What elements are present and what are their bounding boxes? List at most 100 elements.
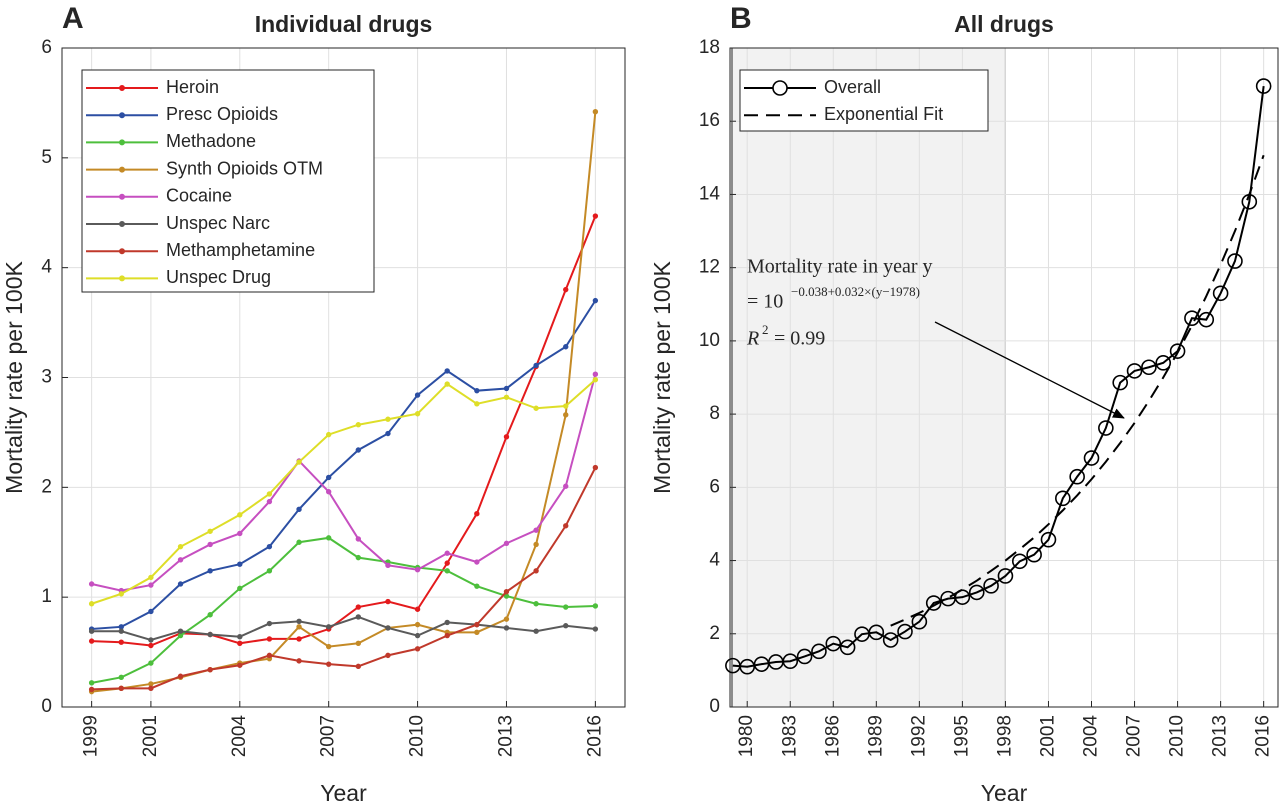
- data-point: [1112, 374, 1128, 391]
- data-point: [1126, 363, 1143, 379]
- data-point: [148, 637, 154, 643]
- x-tick-label: 1986: [822, 715, 843, 757]
- x-tick-label: 1980: [736, 715, 757, 757]
- x-axis-label: Year: [981, 780, 1028, 806]
- data-point: [592, 376, 599, 383]
- x-tick-label: 1995: [951, 715, 972, 757]
- data-point: [148, 608, 154, 615]
- data-point: [868, 624, 885, 641]
- legend-label: Methamphetamine: [166, 240, 315, 260]
- y-tick-label: 8: [709, 403, 720, 424]
- data-point: [177, 673, 184, 679]
- data-point: [148, 660, 154, 666]
- x-axis-label: Year: [320, 780, 367, 806]
- data-point: [177, 581, 184, 587]
- data-point: [325, 643, 332, 650]
- data-point: [325, 535, 332, 541]
- series-line: [732, 85, 1265, 668]
- x-tick-label: 2004: [229, 715, 250, 758]
- x-tick-label: 2001: [140, 715, 161, 757]
- data-point: [414, 606, 421, 612]
- x-tick-label: 2016: [584, 715, 605, 757]
- data-point: [237, 561, 243, 567]
- data-point: [563, 483, 569, 489]
- legend-marker: [119, 248, 126, 255]
- legend-label: Exponential Fit: [824, 104, 943, 124]
- data-point: [237, 662, 243, 668]
- data-point: [444, 568, 450, 574]
- data-point: [897, 623, 913, 640]
- data-point: [88, 686, 95, 693]
- data-point: [503, 616, 510, 622]
- data-point: [266, 543, 273, 550]
- y-tick-label: 5: [41, 147, 52, 168]
- data-point: [444, 632, 450, 639]
- data-point: [968, 584, 985, 601]
- x-tick-label: 1992: [908, 715, 929, 757]
- data-point: [385, 430, 391, 437]
- data-point: [88, 601, 95, 607]
- data-point: [355, 447, 362, 453]
- data-point: [1011, 553, 1028, 570]
- series-line: [91, 536, 596, 684]
- data-point: [563, 623, 569, 629]
- legend-label: Cocaine: [166, 186, 232, 206]
- data-point: [1255, 78, 1272, 94]
- data-point: [563, 604, 569, 610]
- data-point: [533, 628, 539, 634]
- data-point: [954, 589, 971, 605]
- y-tick-label: 6: [709, 476, 720, 497]
- data-point: [782, 653, 799, 670]
- x-tick-label: 2001: [1037, 715, 1058, 757]
- y-tick-label: 12: [699, 257, 720, 278]
- data-point: [503, 625, 510, 631]
- series-line: [91, 378, 597, 605]
- data-point: [207, 541, 213, 548]
- legend-marker: [119, 193, 126, 200]
- data-point: [88, 638, 95, 644]
- panel-label: B: [730, 2, 752, 35]
- data-point: [444, 560, 450, 566]
- data-point: [563, 412, 569, 418]
- data-point: [325, 661, 332, 667]
- data-point: [414, 411, 421, 417]
- data-point: [592, 297, 599, 304]
- data-point: [148, 582, 154, 588]
- x-tick-label: 1999: [81, 715, 102, 757]
- data-point: [325, 624, 332, 630]
- legend-label: Overall: [824, 77, 881, 97]
- y-tick-label: 1: [41, 586, 52, 607]
- data-point: [296, 636, 302, 642]
- data-point: [237, 512, 243, 518]
- data-point: [237, 530, 243, 537]
- chart-title: All drugs: [954, 11, 1054, 37]
- data-point: [266, 652, 273, 659]
- data-point: [503, 540, 510, 547]
- data-point: [796, 648, 813, 665]
- annotation-text: = 10: [747, 291, 783, 313]
- x-tick-label: 1983: [779, 715, 800, 757]
- data-point: [385, 598, 391, 605]
- data-point: [355, 554, 362, 561]
- data-point: [385, 562, 391, 569]
- y-tick-label: 4: [709, 550, 720, 571]
- data-point: [177, 632, 184, 639]
- data-point: [148, 574, 154, 581]
- series-line: [91, 615, 596, 642]
- data-point: [592, 603, 599, 609]
- y-tick-label: 16: [699, 110, 720, 131]
- data-point: [118, 628, 124, 634]
- data-point: [385, 416, 391, 422]
- data-point: [1040, 531, 1057, 548]
- data-point: [592, 213, 599, 219]
- y-axis-label: Mortality rate per 100K: [1, 261, 27, 494]
- x-tick-label: 2016: [1253, 715, 1274, 757]
- data-point: [414, 392, 421, 398]
- data-point: [88, 680, 95, 686]
- data-point: [414, 621, 421, 628]
- data-point: [811, 643, 827, 660]
- data-point: [474, 387, 480, 394]
- data-point: [296, 658, 302, 664]
- data-point: [266, 491, 273, 497]
- data-point: [148, 685, 154, 692]
